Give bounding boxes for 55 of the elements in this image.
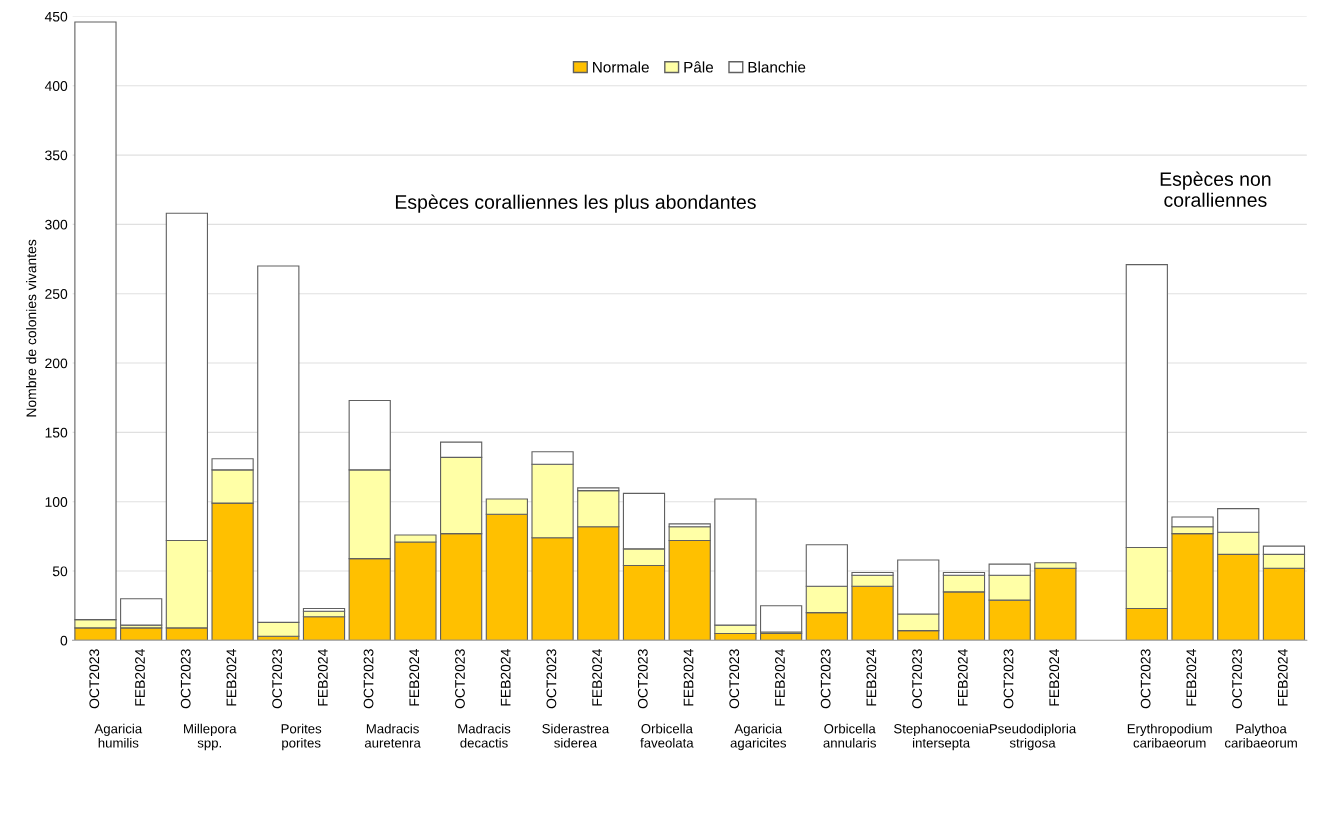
text: Orbicella faveolata: [640, 723, 694, 748]
annotation: Espèces coralliennes les plus abondantes: [395, 194, 756, 213]
annotation: Espèces non coralliennes: [1160, 171, 1271, 207]
text: Madracis decactis: [458, 723, 511, 748]
text: Siderastrea siderea: [542, 723, 610, 748]
x-tick-label: OCT2023: [272, 649, 283, 709]
x-tick-label: FEB2024: [1186, 649, 1197, 706]
y-tick-label: 450: [44, 11, 68, 22]
y-tick-label: 250: [45, 289, 68, 299]
x-tick-label: FEB2024: [1277, 649, 1288, 706]
x-tick-label: OCT2023: [637, 649, 648, 709]
text: Millepora spp.: [184, 723, 237, 751]
x-tick-label: FEB2024: [226, 649, 237, 706]
x-tick-label: OCT2023: [912, 649, 922, 709]
text: Orbicella annularis: [823, 723, 876, 748]
x-tick-label: OCT2023: [363, 649, 374, 709]
x-tick-label: FEB2024: [135, 649, 145, 706]
x-tick-label: OCT2023: [455, 649, 465, 709]
text: Stephanocoenia intersepta: [894, 723, 989, 751]
y-tick-label: 100: [45, 497, 68, 507]
y-axis-title: Nombre de colonies vivantes: [26, 239, 37, 417]
text: Erythropodium caribaeorum: [1127, 723, 1212, 748]
x-tick-label: FEB2024: [866, 649, 877, 706]
text: Agaricia humilis: [94, 723, 143, 748]
x-tick-label: FEB2024: [409, 649, 420, 706]
x-tick-label: OCT2023: [729, 649, 740, 709]
legend-label: Blanchie: [748, 61, 806, 73]
y-tick-label: 150: [45, 427, 68, 438]
x-tick-label: OCT2023: [1140, 649, 1151, 709]
x-tick-label: FEB2024: [775, 649, 785, 706]
y-tick-label: 50: [52, 566, 68, 577]
y-tick-label: 0: [60, 635, 68, 646]
y-tick-label: 400: [44, 81, 68, 91]
y-tick-label: 200: [45, 358, 68, 369]
y-tick-label: 300: [45, 219, 68, 230]
x-tick-label: FEB2024: [1049, 649, 1060, 706]
x-tick-label: OCT2023: [89, 649, 100, 709]
x-tick-label: OCT2023: [820, 649, 831, 709]
x-tick-label: FEB2024: [683, 649, 694, 706]
legend-label: Pâle: [684, 61, 714, 73]
x-tick-label: FEB2024: [957, 649, 968, 706]
x-tick-label: OCT2023: [180, 649, 191, 709]
x-tick-label: FEB2024: [592, 649, 603, 706]
x-tick-label: OCT2023: [1232, 649, 1242, 709]
x-tick-label: FEB2024: [500, 649, 511, 706]
text: Porites porites: [281, 723, 322, 751]
y-tick-label: 350: [45, 150, 68, 161]
x-tick-label: OCT2023: [1003, 649, 1014, 709]
x-tick-label: OCT2023: [546, 649, 557, 709]
x-tick-label: FEB2024: [317, 649, 328, 706]
text: Agaricia agaricites: [730, 723, 787, 751]
legend-label: Normale: [593, 61, 649, 73]
text: Pseudodiploria strigosa: [989, 723, 1077, 751]
text: Palythoa caribaeorum: [1224, 723, 1297, 748]
text: Madracis auretenra: [364, 723, 421, 748]
